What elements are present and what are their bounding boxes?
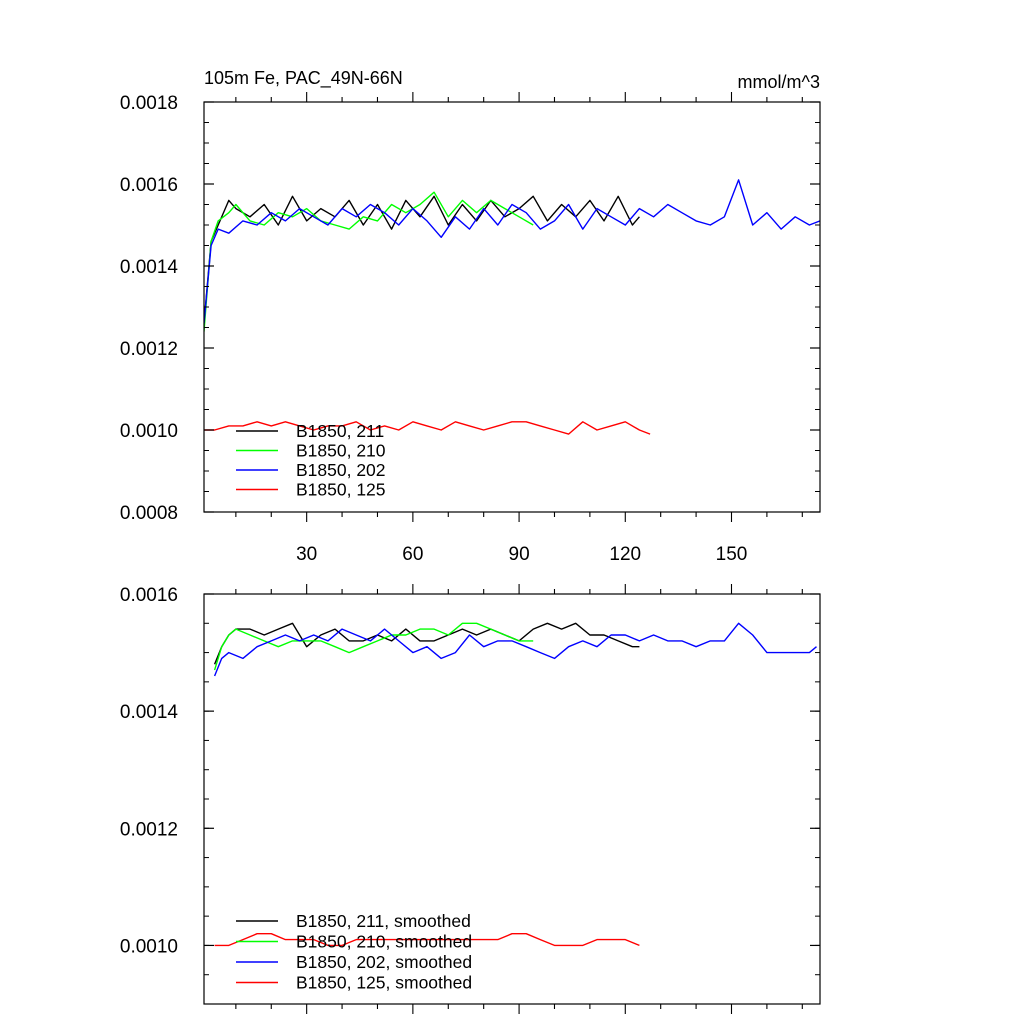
series-group xyxy=(213,622,817,947)
legend-label-1: B1850, 210 xyxy=(296,441,386,461)
y-tick-label: 0.0014 xyxy=(120,257,179,278)
x-tick-label: 120 xyxy=(609,544,641,565)
series-group xyxy=(204,179,820,435)
y-tick-label: 0.0014 xyxy=(120,702,179,723)
y-tick-label: 0.0012 xyxy=(120,339,178,360)
y-tick-label: 0.0016 xyxy=(120,585,178,606)
legend-label-2: B1850, 202 xyxy=(296,460,386,480)
legend-label-1: B1850, 210, smoothed xyxy=(296,932,472,952)
y-tick-label: 0.0012 xyxy=(120,819,178,840)
x-tick-label: 150 xyxy=(716,544,748,565)
chart-title: 105m Fe, PAC_49N-66N xyxy=(204,68,403,89)
top-panel: 0.0008 0.0010 0.0012 0.0014 0.0016 0.0018 30 60… xyxy=(120,68,821,565)
legend-label-2: B1850, 202, smoothed xyxy=(296,952,472,972)
legend-label-3: B1850, 125, smoothed xyxy=(296,973,472,993)
x-tick-label: 60 xyxy=(402,544,423,565)
series-line-0 xyxy=(213,622,640,665)
legend-label-0: B1850, 211 xyxy=(296,421,384,441)
series-line-3 xyxy=(204,421,651,435)
y-tick-label: 0.0016 xyxy=(120,175,178,196)
series-line-2 xyxy=(204,179,820,324)
legend-label-3: B1850, 125 xyxy=(296,480,386,500)
x-tick-label: 30 xyxy=(296,544,317,565)
y-tick-label: 0.0008 xyxy=(120,503,178,524)
series-line-2 xyxy=(213,622,817,677)
legend-label-0: B1850, 211, smoothed xyxy=(296,911,471,931)
series-line-1 xyxy=(213,622,534,671)
series-line-3 xyxy=(214,933,640,947)
series-line-1 xyxy=(204,191,534,332)
x-tick-label: 90 xyxy=(509,544,530,565)
units-label: mmol/m^3 xyxy=(738,72,820,92)
y-tick-label: 0.0010 xyxy=(120,936,178,957)
y-tick-label: 0.0018 xyxy=(120,93,178,114)
bottom-panel: 0.0010 0.0012 0.0014 0.0016 B1850, 211, smoo… xyxy=(120,584,821,1014)
y-tick-label: 0.0010 xyxy=(120,421,178,442)
